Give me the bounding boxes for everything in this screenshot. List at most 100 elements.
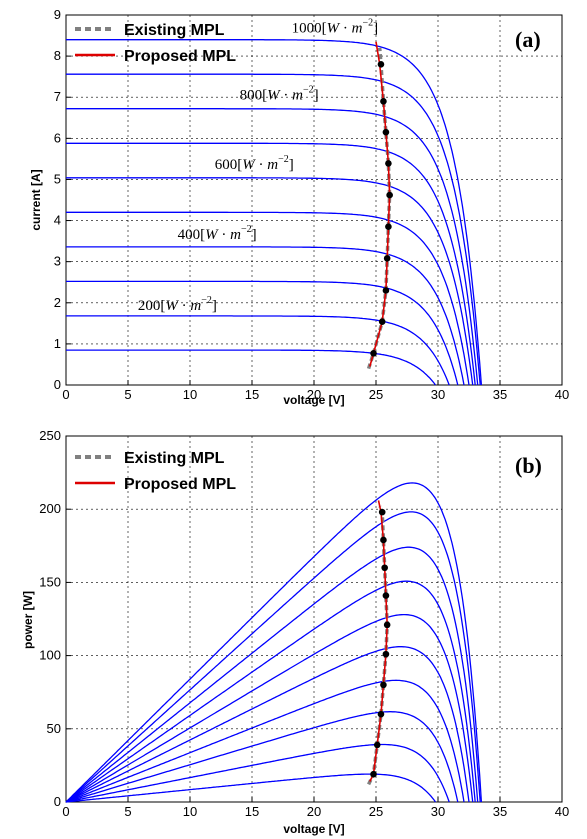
panel-b-x-tick-label: 35 (493, 804, 507, 819)
panel-a-y-tick-label: 2 (54, 295, 61, 310)
pv-curve (65, 743, 450, 803)
panel-b-y-tick-label: 200 (39, 501, 61, 516)
panel-a-iv-chart: 0 5 10 15 20 25 30 35 40 0 1 2 3 4 5 6 7 8 9 1000[W · m−2… (29, 7, 569, 407)
panel-a-irradiance-labels: 1000[W · m−2] 800[W · m−2] 600[W · m−2] 400… (138, 17, 378, 314)
panel-b-x-tick-label: 40 (555, 804, 569, 819)
panel-a-grid (65, 14, 563, 386)
proposed-mpl-line (369, 41, 391, 367)
panel-b-x-tick-label: 0 (62, 804, 69, 819)
irradiance-label: 600[W · m−2] (215, 154, 294, 173)
iv-curve (66, 108, 479, 386)
mpp-point (383, 255, 391, 262)
panel-a-x-tick-label: 0 (62, 387, 69, 402)
mpp-point (377, 61, 385, 68)
iv-curve (66, 177, 474, 386)
mpp-point (370, 770, 377, 778)
legend-proposed-mpl-label: Proposed MPL (124, 476, 236, 493)
irradiance-label: 800[W · m−2] (240, 84, 319, 103)
iv-curve (66, 280, 459, 386)
irradiance-label: 1000[W · m−2] (292, 17, 378, 36)
panel-b-y-tick-label: 100 (39, 648, 61, 663)
panel-a-y-tick-label: 3 (54, 254, 61, 269)
pv-curve (65, 580, 476, 803)
mpp-point (380, 536, 387, 544)
mpp-point (382, 128, 390, 136)
mpp-point (386, 191, 393, 199)
iv-curve (66, 246, 465, 386)
panel-a-x-tick-label: 40 (555, 387, 569, 402)
panel-a-y-tick-label: 1 (54, 336, 61, 351)
pv-curve (65, 482, 483, 803)
panel-a-x-tick-labels: 0 5 10 15 20 25 30 35 40 (62, 387, 569, 402)
panel-b-x-tick-label: 10 (183, 804, 197, 819)
mpp-point (380, 98, 387, 105)
pv-curve (65, 679, 465, 803)
mpp-point (377, 710, 385, 718)
mpp-point (382, 287, 390, 294)
pv-curve (65, 511, 481, 803)
panel-a-y-tick-label: 8 (54, 48, 61, 63)
mpp-point (370, 350, 377, 357)
panel-a-x-tick-label: 25 (369, 387, 383, 402)
panel-b-y-tick-labels: 0 50 100 150 200 250 (39, 428, 61, 809)
panel-b-mpp-points (370, 508, 391, 778)
mpp-point (381, 564, 388, 572)
proposed-mpl-line (369, 500, 389, 782)
iv-curve (66, 39, 483, 386)
panel-a-y-tick-labels: 0 1 2 3 4 5 6 7 8 9 (54, 7, 61, 392)
panel-b-pv-curves (65, 482, 483, 803)
panel-a-mpl-lines (366, 41, 392, 370)
panel-a-y-tick-label: 9 (54, 7, 61, 22)
panel-b-y-tick-label: 0 (54, 794, 61, 809)
panel-a-mpp-points (370, 61, 393, 357)
mpp-point (385, 160, 392, 167)
panel-b-tag: (b) (515, 453, 542, 478)
panel-b-legend: Existing MPL Proposed MPL (75, 450, 236, 493)
irradiance-label: 400[W · m−2] (178, 224, 257, 243)
mpp-point (378, 508, 386, 516)
iv-curve (66, 73, 481, 386)
mpp-point (385, 223, 392, 231)
panel-a-y-tick-label: 6 (54, 130, 61, 145)
panel-a-x-tick-label: 15 (245, 387, 259, 402)
panel-b-y-tick-label: 50 (47, 721, 61, 736)
panel-a-tag: (a) (515, 27, 541, 52)
panel-b-x-tick-label: 20 (307, 804, 321, 819)
panel-b-x-tick-label: 5 (124, 804, 131, 819)
pv-curve (65, 546, 479, 803)
panel-b-pv-chart: 0 5 10 15 20 25 30 35 40 0 50 100 150 200 250 voltage… (21, 428, 569, 836)
pv-curve (65, 646, 470, 803)
panel-a-x-tick-label: 5 (124, 387, 131, 402)
panel-a-y-tick-label: 5 (54, 171, 61, 186)
panel-a-y-tick-label: 0 (54, 377, 61, 392)
panel-b-x-tick-labels: 0 5 10 15 20 25 30 35 40 (62, 804, 569, 819)
legend-existing-mpl-label: Existing MPL (124, 22, 225, 39)
mpp-point (383, 621, 391, 629)
panel-a-x-tick-label: 35 (493, 387, 507, 402)
panel-a-x-axis-label: voltage [V] (283, 393, 344, 407)
mpp-point (380, 681, 387, 689)
panel-a-y-axis-label: current [A] (29, 169, 43, 230)
mpp-point (378, 318, 386, 325)
panel-b-y-tick-label: 150 (39, 574, 61, 589)
panel-b-mpl-lines (367, 500, 389, 786)
mpp-point (382, 650, 390, 658)
irradiance-label: 200[W · m−2] (138, 295, 217, 314)
iv-curve (66, 142, 476, 386)
panel-a-x-tick-label: 30 (431, 387, 445, 402)
mpp-point (382, 592, 390, 599)
pv-curve (65, 711, 459, 803)
panel-a-x-tick-label: 10 (183, 387, 197, 402)
panel-a-y-tick-label: 4 (54, 213, 61, 228)
panel-b-y-axis-label: power [W] (21, 591, 35, 649)
panel-b-y-tick-label: 250 (39, 428, 61, 443)
iv-curve (66, 211, 470, 386)
panel-a-legend: Existing MPL Proposed MPL (75, 22, 236, 65)
panel-b-x-tick-label: 30 (431, 804, 445, 819)
legend-existing-mpl-label: Existing MPL (124, 450, 225, 467)
panel-b-x-tick-label: 25 (369, 804, 383, 819)
pv-curve (65, 613, 474, 803)
legend-proposed-mpl-label: Proposed MPL (124, 48, 236, 65)
mpp-point (373, 741, 381, 749)
